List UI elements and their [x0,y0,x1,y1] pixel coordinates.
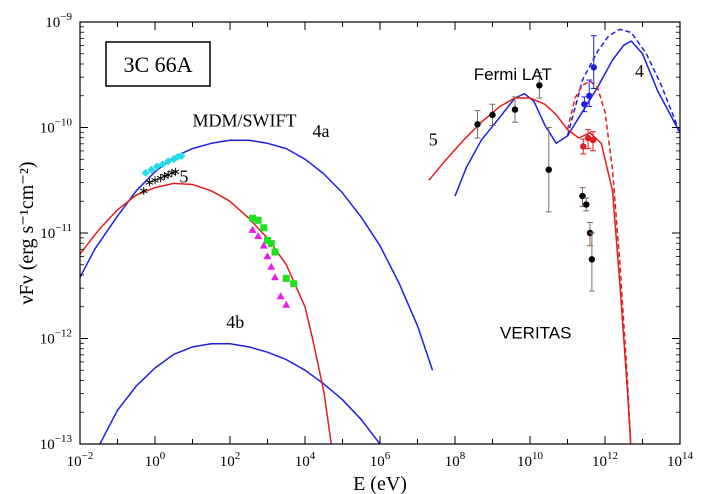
optical-magenta-point [282,300,291,308]
y-axis-title: νFν (erg s⁻¹cm⁻²) [16,161,38,304]
veritas-black-point [583,201,590,208]
veritas-blue-point [590,64,597,71]
optical-magenta-point [254,232,263,240]
y-tick-label: 10−11 [40,222,72,242]
series-swift-cyan [141,151,186,177]
x-tick-label: 1014 [667,450,694,470]
mdm-black-point [151,176,159,185]
series-model-4b [99,343,381,444]
y-tick-label: 10−13 [40,433,73,453]
source-label-box: 3C 66A [105,41,211,87]
series-mdm-black [140,167,180,195]
series-model-4-dashed [566,28,680,137]
annotation-label: 4b [226,312,244,332]
x-tick-label: 108 [445,450,466,470]
optical-magenta-point [248,225,257,233]
asterisk-stroke [171,169,180,175]
veritas-black-point [579,192,586,200]
annotation-label: VERITAS [500,324,571,343]
optical-magenta-point [267,262,276,270]
optical-green-point [267,240,275,248]
x-tick-label: 1012 [592,450,618,470]
x-axis-title: E (eV) [353,473,407,494]
annotation-label: 5 [179,166,188,186]
asterisk-stroke [145,179,154,185]
asterisk-stroke [140,188,148,194]
source-label-frame [105,41,211,87]
x-tick-label: 10−2 [67,450,94,470]
swift-cyan-point [147,165,156,174]
annotation-label: Fermi LAT [474,65,552,84]
mdm-black-point [171,167,180,176]
optical-magenta-point [276,292,285,300]
mdm-black-point [140,186,148,195]
fermi-black-point [474,121,481,128]
veritas-red-point [589,136,597,144]
series-veritas-blue [581,35,597,113]
optical-green-point [290,280,298,288]
swift-cyan-point [177,151,186,160]
series-model-4-ic [454,40,680,197]
fermi-black-point [536,82,543,89]
source-label: 3C 66A [123,52,192,77]
annotation-label: 4a [313,121,330,141]
annotation-label: 5 [429,129,438,149]
swift-cyan-point [141,168,150,177]
fermi-black-point [489,111,496,119]
optical-green-point [264,236,271,244]
veritas-red-point [584,134,592,142]
optical-magenta-point [263,252,272,260]
axis-ticks: 10−2 100 102 104 106 108 1010 1012 1014 10−13 10−1… [40,11,694,470]
series-model-4a [80,139,434,371]
annotation-labels: MDM/SWIFT 4a 5 4b Fermi LAT 5 4 VERITAS [179,61,644,343]
optical-green-point [271,248,279,256]
series-veritas-black [579,187,596,292]
annotation-label: MDM/SWIFT [193,110,297,130]
veritas-blue-point [586,92,593,100]
fermi-black-point [511,106,519,113]
fermi-black-point [545,166,552,173]
series-fermi-black [474,72,552,213]
optical-magenta-point [271,273,279,281]
veritas-red-point [580,143,587,150]
y-tick-label: 10−9 [45,11,72,31]
x-tick-label: 106 [370,450,391,470]
mdm-black-point [145,178,154,187]
annotation-label: 4 [635,61,644,81]
swift-cyan-point [158,160,167,169]
veritas-blue-point [581,101,588,108]
optical-green-point [260,224,268,232]
model-curves [80,28,680,444]
series-optical-magenta [248,225,291,308]
optical-magenta-point [259,241,268,249]
y-tick-label: 10−12 [40,328,72,348]
x-tick-label: 1010 [517,450,544,470]
series-model-5-synch [80,182,333,444]
asterisk-stroke [151,177,159,183]
x-tick-label: 102 [220,450,241,470]
series-veritas-red [580,129,597,155]
series-model-5-ic [428,97,632,444]
optical-green-point [282,274,290,282]
optical-green-point [254,216,262,224]
x-tick-label: 104 [295,450,316,470]
series-optical-green [249,214,298,288]
veritas-black-point [588,256,596,263]
optical-green-point [249,214,256,222]
x-tick-label: 100 [145,450,166,470]
data-markers [140,35,597,308]
y-tick-label: 10−10 [40,117,73,137]
